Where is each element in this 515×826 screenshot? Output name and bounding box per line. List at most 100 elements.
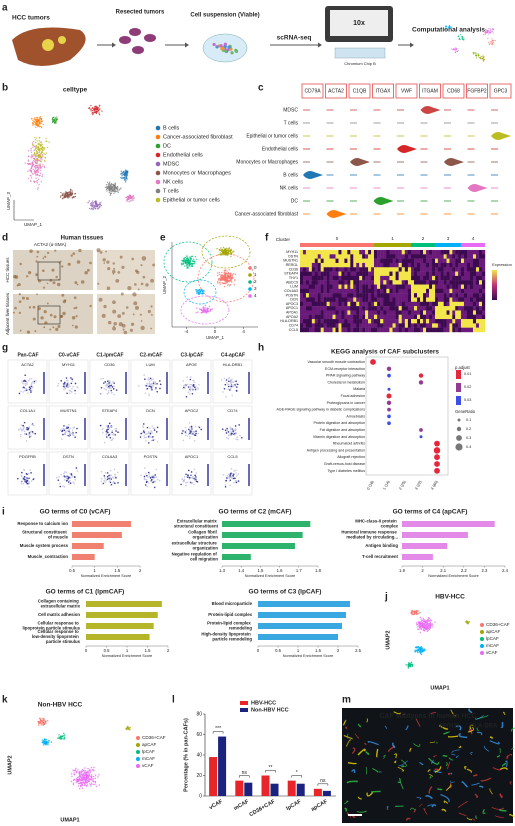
heat-cell	[383, 314, 387, 320]
umap-point	[127, 725, 129, 728]
if-signal	[384, 725, 388, 729]
heat-cell	[392, 275, 396, 281]
heat-cell	[446, 310, 450, 315]
umap-point	[487, 37, 489, 40]
heat-cell	[389, 258, 393, 264]
legend-label: Epithelial or tumor cells	[163, 197, 220, 203]
umap-point	[84, 767, 86, 769]
x-tick-label: 1.5	[114, 568, 120, 573]
umap-point	[32, 165, 34, 167]
stain-spot	[133, 301, 138, 306]
heat-cell	[420, 323, 424, 328]
heat-cell	[341, 327, 345, 333]
stain-spot	[74, 281, 78, 285]
label: p.adjust	[455, 365, 471, 370]
heat-cell	[472, 297, 477, 302]
umap-point	[230, 280, 232, 283]
feature-point	[153, 438, 156, 441]
heat-cell	[449, 297, 453, 302]
heat-cell	[417, 262, 421, 268]
umap-point	[24, 162, 27, 164]
umap-point	[202, 307, 204, 309]
umap-point	[423, 627, 426, 629]
umap-point	[412, 611, 414, 613]
feature-point	[112, 387, 115, 390]
feature-point	[30, 377, 33, 380]
heat-cell	[344, 284, 348, 290]
umap-point	[221, 275, 224, 277]
umap-point	[417, 623, 419, 626]
feature-scale	[84, 464, 86, 486]
heat-cell	[449, 327, 453, 333]
feature-point	[221, 428, 224, 430]
heat-cell	[347, 262, 351, 268]
heat-cell	[311, 297, 315, 302]
heat-cell	[429, 288, 433, 294]
heat-cell	[469, 293, 474, 298]
heat-cell	[458, 254, 462, 259]
umap-point	[47, 146, 49, 149]
heat-cell	[452, 271, 456, 277]
feature-point	[104, 477, 106, 480]
feature-point	[61, 428, 63, 430]
label: HBV-HCC	[435, 594, 465, 601]
feature-point	[27, 472, 30, 475]
feature-point	[107, 431, 109, 434]
umap-point	[229, 249, 232, 252]
umap-point	[65, 191, 67, 193]
umap-point	[411, 613, 413, 616]
stain-spot	[89, 261, 92, 265]
heat-cell	[446, 267, 450, 272]
if-signal	[431, 804, 437, 808]
if-signal	[495, 815, 504, 818]
heat-cell	[311, 288, 315, 294]
heat-cell	[475, 288, 480, 294]
umap-point	[216, 247, 218, 250]
feature-point	[187, 428, 190, 431]
feature-point	[193, 479, 196, 481]
heat-cell	[308, 250, 313, 255]
feature-point	[144, 430, 146, 433]
gene-label: CD74	[227, 408, 238, 413]
stain-spot	[133, 283, 137, 286]
stain-spot	[51, 268, 55, 272]
heat-cell	[300, 267, 304, 272]
feature-point	[105, 385, 107, 387]
feature-point	[67, 429, 69, 432]
umap-point	[75, 777, 78, 780]
heat-cell	[452, 297, 456, 302]
heat-cell	[401, 314, 406, 320]
umap-point	[426, 626, 428, 628]
heat-cell	[440, 297, 444, 302]
heat-cell	[478, 293, 483, 298]
feature-point	[22, 468, 25, 471]
heat-cell	[443, 323, 447, 328]
umap-point	[36, 160, 39, 162]
umap-point	[38, 168, 40, 170]
heat-cell	[420, 250, 424, 255]
heat-cell	[417, 314, 421, 320]
if-signal	[430, 711, 437, 715]
umap-point	[478, 57, 480, 59]
feature-point	[67, 386, 70, 389]
feature-point	[72, 385, 74, 388]
heat-cell	[323, 271, 327, 277]
umap-point	[226, 248, 229, 250]
label: GO terms of C4 (apCAF)	[393, 509, 468, 516]
heat-cell	[317, 267, 321, 272]
umap-point	[60, 735, 63, 738]
heat-cell	[392, 314, 396, 320]
label: 2	[422, 236, 425, 241]
umap-point	[118, 189, 120, 191]
umap-point	[63, 194, 66, 196]
umap-point	[414, 646, 417, 649]
feature-point	[112, 381, 114, 383]
heat-cell	[350, 271, 354, 277]
feature-point	[183, 476, 186, 478]
umap-point	[86, 782, 89, 784]
heat-cell	[344, 271, 348, 277]
umap-point	[43, 738, 46, 741]
umap-point	[420, 618, 422, 620]
heat-cell	[460, 288, 465, 294]
stain-spot	[46, 302, 49, 305]
